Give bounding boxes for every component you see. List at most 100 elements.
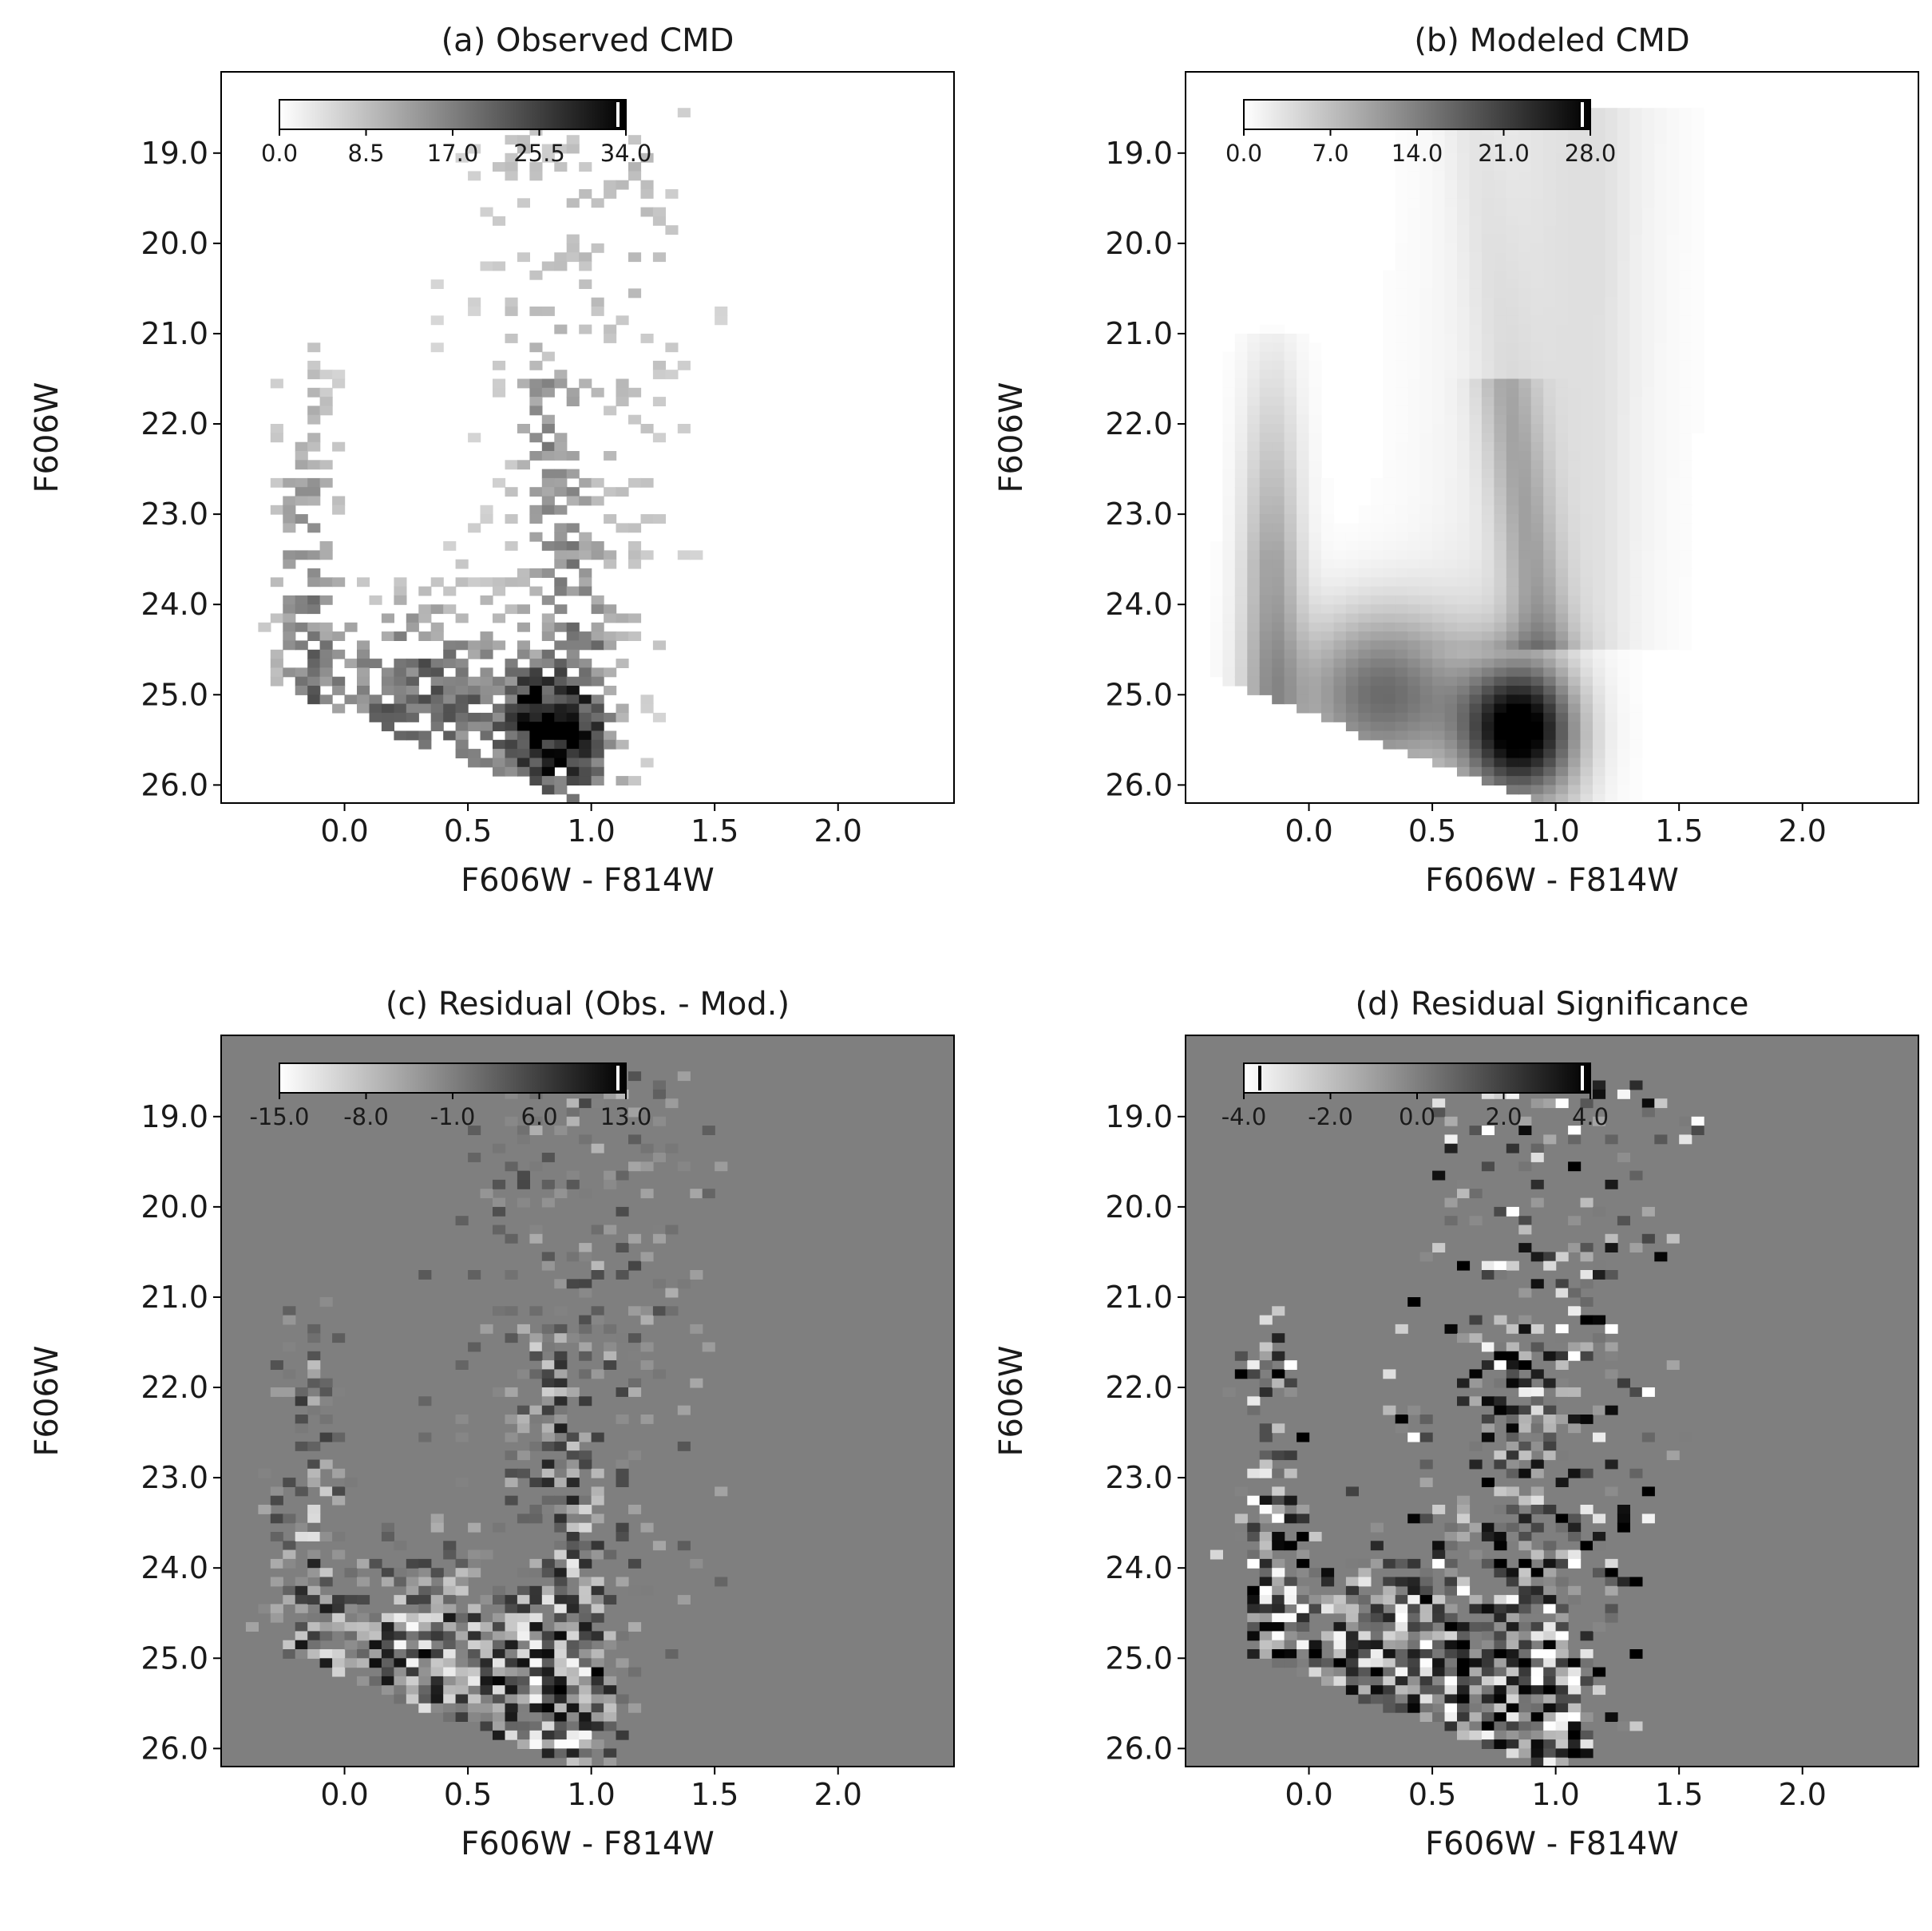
heatmap-cell bbox=[369, 1631, 382, 1641]
heatmap-cell bbox=[1543, 1505, 1557, 1514]
heatmap-cell bbox=[1506, 387, 1519, 398]
heatmap-cell bbox=[554, 749, 568, 758]
heatmap-cell bbox=[1284, 1360, 1297, 1370]
heatmap-cell bbox=[1641, 1387, 1655, 1397]
heatmap-cell bbox=[1530, 1658, 1544, 1668]
heatmap-cell bbox=[591, 595, 604, 605]
heatmap-cell bbox=[1654, 315, 1668, 326]
heatmap-cell bbox=[1419, 568, 1433, 578]
heatmap-cell bbox=[554, 1595, 568, 1605]
heatmap-cell bbox=[1297, 342, 1310, 353]
heatmap-cell bbox=[1593, 414, 1606, 425]
heatmap-cell bbox=[1691, 108, 1704, 118]
heatmap-cell bbox=[1247, 451, 1261, 461]
heatmap-cell bbox=[1593, 1080, 1606, 1090]
heatmap-cell bbox=[1345, 1685, 1359, 1696]
heatmap-cell bbox=[1666, 307, 1680, 316]
heatmap-cell bbox=[1395, 1676, 1408, 1686]
heatmap-cell bbox=[517, 577, 530, 588]
heatmap-cell bbox=[1679, 225, 1692, 235]
x-tick-label: 0.5 bbox=[444, 1777, 492, 1812]
heatmap-cell bbox=[1444, 1143, 1458, 1153]
heatmap-cell bbox=[1605, 1369, 1618, 1379]
heatmap-cell bbox=[443, 541, 457, 551]
heatmap-cell bbox=[579, 252, 592, 263]
x-axis-label: F606W - F814W bbox=[461, 1826, 715, 1862]
heatmap-cell bbox=[529, 712, 543, 722]
heatmap-cell bbox=[1308, 676, 1322, 687]
heatmap-cell bbox=[616, 1468, 629, 1478]
heatmap-cell bbox=[566, 676, 580, 687]
heatmap-cell bbox=[1444, 334, 1458, 343]
heatmap-cells bbox=[1209, 1071, 1704, 1767]
heatmap-cell bbox=[517, 667, 530, 678]
heatmap-cell bbox=[394, 631, 407, 641]
heatmap-cell bbox=[1234, 631, 1248, 641]
heatmap-cell bbox=[430, 712, 444, 722]
y-tick-label: 24.0 bbox=[141, 1550, 208, 1585]
heatmap-cell bbox=[1605, 243, 1618, 253]
heatmap-cell bbox=[1457, 568, 1471, 578]
heatmap-cell bbox=[1593, 279, 1606, 289]
heatmap-cell bbox=[455, 749, 469, 758]
heatmap-cell bbox=[307, 577, 321, 588]
heatmap-cell bbox=[1691, 1126, 1704, 1135]
heatmap-cell bbox=[1370, 722, 1384, 732]
heatmap-cell bbox=[283, 1514, 296, 1524]
heatmap-cell bbox=[1457, 595, 1471, 605]
heatmap-cell bbox=[1543, 270, 1557, 280]
heatmap-cell bbox=[517, 1595, 530, 1605]
heatmap-cell bbox=[295, 1532, 308, 1541]
heatmap-cell bbox=[1543, 586, 1557, 596]
heatmap-cell bbox=[1580, 307, 1594, 316]
heatmap-cell bbox=[579, 1432, 592, 1442]
heatmap-cell bbox=[1605, 676, 1618, 687]
heatmap-cell bbox=[1543, 1558, 1557, 1569]
heatmap-cell bbox=[1518, 1360, 1532, 1370]
heatmap-cell bbox=[1469, 766, 1483, 777]
heatmap-cell bbox=[1419, 739, 1433, 750]
heatmap-cell bbox=[529, 406, 543, 416]
heatmap-cell bbox=[1543, 307, 1557, 316]
heatmap-cell bbox=[1272, 397, 1285, 406]
heatmap-cell bbox=[381, 1658, 394, 1668]
heatmap-cell bbox=[566, 1432, 580, 1442]
heatmap-cell bbox=[295, 1649, 308, 1659]
heatmap-cell bbox=[1654, 216, 1668, 226]
heatmap-cell bbox=[1469, 162, 1483, 172]
heatmap-cell bbox=[1629, 225, 1643, 235]
heatmap-cell bbox=[1506, 730, 1519, 741]
heatmap-cell bbox=[1469, 189, 1483, 199]
heatmap-cell bbox=[1395, 595, 1408, 605]
heatmap-cell bbox=[1679, 370, 1692, 380]
heatmap-cell bbox=[541, 1260, 555, 1271]
heatmap-cell bbox=[493, 1595, 506, 1605]
heatmap-cell bbox=[1481, 1622, 1495, 1632]
heatmap-cell bbox=[1654, 243, 1668, 253]
heatmap-cell bbox=[455, 1694, 469, 1704]
heatmap-cell bbox=[1666, 397, 1680, 406]
heatmap-cell bbox=[1555, 1378, 1569, 1388]
heatmap-cell bbox=[1247, 1622, 1261, 1632]
heatmap-cell bbox=[455, 1658, 469, 1668]
heatmap-cell bbox=[1444, 739, 1458, 750]
heatmap-cell bbox=[1605, 776, 1618, 785]
heatmap-cell bbox=[579, 640, 592, 651]
heatmap-cell bbox=[517, 1134, 530, 1145]
heatmap-cell bbox=[1407, 152, 1421, 163]
heatmap-cell bbox=[1407, 460, 1421, 470]
heatmap-cell bbox=[1419, 198, 1433, 208]
heatmap-cell bbox=[554, 1694, 568, 1704]
heatmap-cell bbox=[554, 261, 568, 271]
heatmap-cell bbox=[493, 577, 506, 588]
heatmap-cell bbox=[1345, 1631, 1359, 1641]
heatmap-cell bbox=[1494, 541, 1507, 551]
heatmap-cell bbox=[541, 1739, 555, 1749]
heatmap-cell bbox=[1641, 532, 1655, 542]
heatmap-cell bbox=[591, 749, 604, 758]
heatmap-cell bbox=[1605, 144, 1618, 154]
heatmap-cell bbox=[493, 640, 506, 651]
heatmap-cell bbox=[616, 1694, 629, 1704]
heatmap-cell bbox=[1494, 1730, 1507, 1740]
heatmap-cell bbox=[1654, 505, 1668, 515]
